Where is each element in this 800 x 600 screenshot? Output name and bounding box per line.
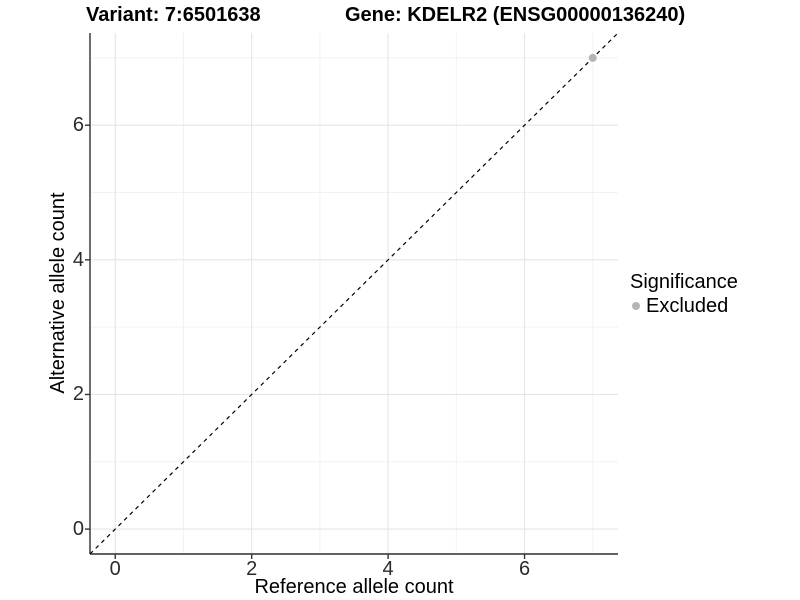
x-tick-label: 4 [382,558,394,580]
plot-title-gene: Gene: KDELR2 (ENSG00000136240) [345,4,686,26]
y-tick-label: 6 [72,114,84,137]
y-tick-label: 0 [72,518,84,541]
x-tick-label: 0 [109,558,121,580]
y-tick-label: 4 [72,248,84,271]
identity-reference-line [89,32,619,555]
x-tick-label: 2 [246,558,258,580]
legend-key-circle-icon [632,302,640,310]
y-tick-label: 2 [72,383,84,406]
x-tick-label: 6 [518,558,531,580]
legend-title: Significance [630,271,738,293]
y-axis-title: Alternative allele count [47,192,69,394]
legend-item-excluded: Excluded [630,294,738,318]
data-point-excluded [588,53,597,62]
legend: Significance Excluded [630,270,738,318]
x-axis-title: Reference allele count [254,576,454,598]
legend-item-label: Excluded [646,295,729,317]
plot-title-variant: Variant: 7:6501638 [86,4,261,26]
